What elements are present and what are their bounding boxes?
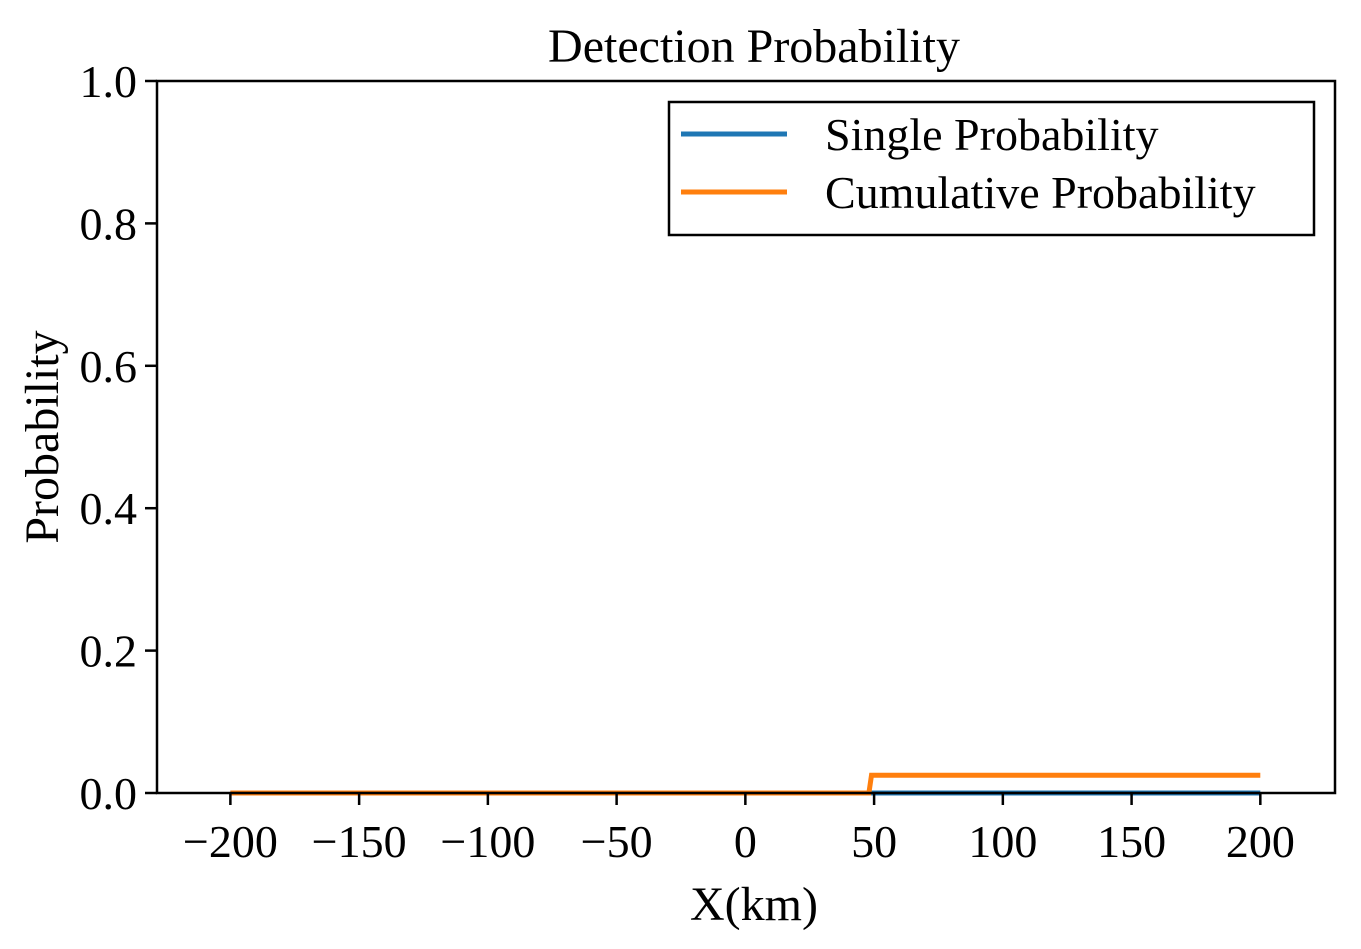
x-tick-label: 200 (1226, 816, 1295, 867)
series-layer (230, 772, 1261, 796)
legend-entry-single-probability: Single Probability (681, 109, 1159, 160)
legend: Single Probability Cumulative Probability (667, 100, 1316, 237)
x-tick-label: −150 (312, 816, 407, 867)
legend-label: Cumulative Probability (825, 167, 1256, 218)
y-tick-label: 1.0 (80, 56, 138, 107)
chart-title: Detection Probability (548, 20, 960, 73)
x-axis-label: X(km) (690, 878, 818, 931)
x-tick-label: 50 (851, 816, 897, 867)
x-tick-label: −50 (581, 816, 653, 867)
y-tick-label: 0.2 (80, 626, 138, 677)
x-axis-ticks: −200 −150 −100 −50 0 50 100 150 200 (183, 793, 1295, 867)
x-tick-label: −200 (183, 816, 278, 867)
x-tick-label: 150 (1097, 816, 1166, 867)
x-tick-label: 100 (968, 816, 1037, 867)
legend-label: Single Probability (825, 109, 1159, 160)
y-tick-label: 0.6 (80, 341, 138, 392)
y-tick-label: 0.8 (80, 198, 138, 249)
legend-box (667, 100, 1316, 237)
x-tick-label: 0 (734, 816, 757, 867)
legend-entry-cumulative-probability: Cumulative Probability (681, 167, 1256, 218)
x-tick-label: −100 (440, 816, 535, 867)
y-tick-label: 0.0 (80, 768, 138, 819)
y-tick-label: 0.4 (80, 483, 138, 534)
y-axis-label: Probability (16, 330, 69, 543)
series-line-cumulative-probability (230, 772, 1261, 796)
y-axis-ticks: 0.0 0.2 0.4 0.6 0.8 1.0 (80, 56, 157, 819)
